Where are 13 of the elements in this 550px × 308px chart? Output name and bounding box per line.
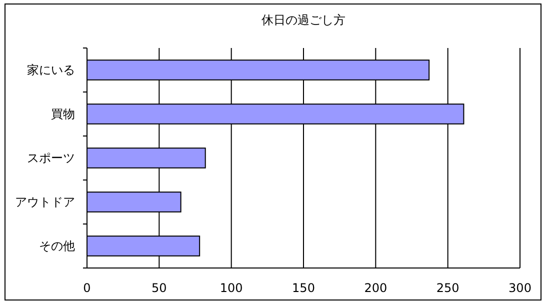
x-tick-label: 100: [220, 281, 243, 296]
chart-title: 休日の過ごし方: [262, 13, 346, 27]
x-tick-label: 300: [508, 281, 532, 296]
y-tick-label: スポーツ: [27, 151, 75, 166]
x-tick-label: 250: [436, 281, 460, 296]
y-tick-label: 買物: [51, 107, 75, 122]
x-tick-label: 0: [83, 281, 91, 296]
y-tick-label: その他: [39, 239, 75, 254]
y-tick-label: 家にいる: [27, 63, 75, 78]
x-tick-label: 200: [364, 281, 388, 296]
y-tick-label: アウトドア: [15, 195, 75, 210]
x-tick-label: 150: [292, 281, 315, 296]
x-tick-label: 50: [152, 281, 167, 296]
